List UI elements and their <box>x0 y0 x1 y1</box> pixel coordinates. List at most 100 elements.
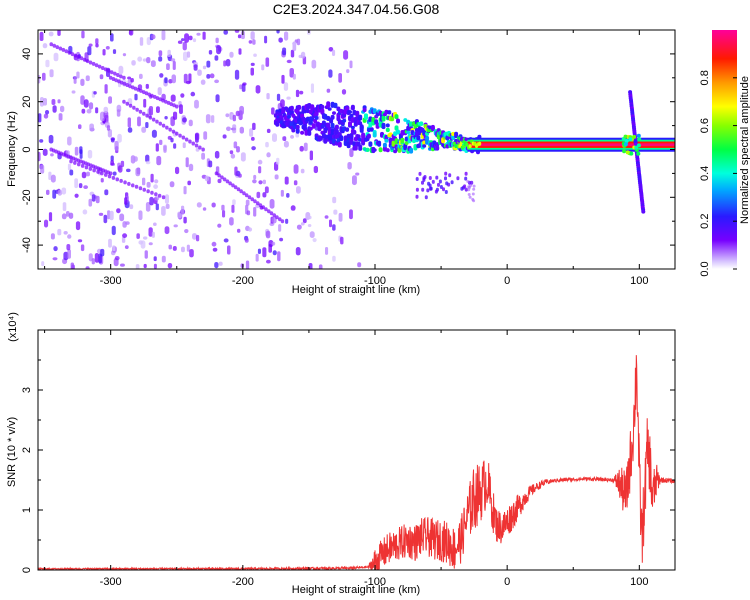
heatmap-cell <box>205 114 211 124</box>
heatmap-cell <box>348 121 352 127</box>
heatmap-cell <box>183 51 188 62</box>
heatmap-cell <box>326 122 331 128</box>
heatmap-cell <box>385 148 390 153</box>
heatmap-cell <box>406 130 411 135</box>
heatmap-cell <box>58 46 63 51</box>
heatmap-cell <box>625 150 630 155</box>
heatmap-cell <box>125 101 129 106</box>
heatmap-cell <box>164 194 169 204</box>
heatmap-cell <box>318 264 323 269</box>
heatmap-cell <box>81 108 86 114</box>
heatmap-cell <box>109 210 114 221</box>
heatmap-cell <box>214 150 220 159</box>
heatmap-cell <box>637 137 642 142</box>
heatmap-cell <box>140 240 146 249</box>
heatmap-cell <box>303 142 308 152</box>
heatmap-cell <box>264 35 268 44</box>
heatmap-cell <box>307 130 312 136</box>
heatmap-cell <box>52 43 56 48</box>
heatmap-cell <box>91 258 95 265</box>
heatmap-cell <box>127 117 131 128</box>
heatmap-cell <box>242 191 246 196</box>
heatmap-cell <box>110 70 114 75</box>
heatmap-cell <box>67 249 71 259</box>
heatmap-cell <box>186 244 190 252</box>
heatmap-cell <box>116 73 120 77</box>
heatmap-cell <box>147 92 151 97</box>
heatmap-cell <box>87 46 92 56</box>
heatmap-cell <box>337 141 342 148</box>
heatmap-cell <box>63 251 69 261</box>
heatmap-cell <box>228 181 232 186</box>
heatmap-cell <box>227 245 231 255</box>
heatmap-cell <box>137 116 141 127</box>
heatmap-cell <box>278 224 282 232</box>
heatmap-cell <box>271 241 276 246</box>
heatmap-cell <box>189 249 194 258</box>
heatmap-cell <box>429 186 433 191</box>
heatmap-cell <box>128 84 132 89</box>
heatmap-cell <box>293 164 299 174</box>
heatmap-cell <box>82 209 88 215</box>
heatmap-cell <box>117 79 121 84</box>
heatmap-cell <box>48 171 52 180</box>
heatmap-cell <box>464 171 468 176</box>
heatmap-cell <box>122 75 126 80</box>
heatmap-cell <box>269 199 275 209</box>
heatmap-cell <box>84 165 89 170</box>
heatmap-cell <box>280 99 285 108</box>
heatmap-cell <box>133 86 138 91</box>
heatmap-cell <box>71 90 76 94</box>
heatmap-cell <box>308 263 313 269</box>
heatmap-cell <box>209 73 215 79</box>
heatmap-cell <box>253 53 257 57</box>
heatmap-cell <box>60 105 65 113</box>
heatmap-cell <box>333 102 338 109</box>
heatmap-cell <box>282 47 287 56</box>
colorbar-label: Normalized spectral amplitude <box>739 76 750 224</box>
heatmap-cell <box>50 233 55 240</box>
heatmap-cell <box>71 264 75 269</box>
heatmap-cell <box>122 81 127 86</box>
heatmap-cell <box>240 152 246 162</box>
heatmap-cell <box>282 136 287 141</box>
heatmap-cell <box>250 67 254 76</box>
heatmap-cell <box>258 180 263 185</box>
heatmap-cell <box>197 69 202 76</box>
heatmap-cell <box>201 152 205 160</box>
heatmap-cell <box>49 42 53 47</box>
heatmap-cell <box>148 227 153 237</box>
heatmap-cell <box>142 90 146 95</box>
heatmap-cell <box>203 131 208 140</box>
heatmap-cell <box>340 236 344 245</box>
heatmap-cell <box>296 224 302 230</box>
heatmap-cell <box>149 196 154 206</box>
heatmap-cell <box>136 87 140 92</box>
heatmap-cell <box>181 135 186 140</box>
heatmap-cell <box>161 255 166 263</box>
heatmap-cell <box>154 192 158 197</box>
y-tick-label: 0 <box>21 567 33 573</box>
heatmap-cell <box>127 76 132 80</box>
heatmap-cell <box>100 248 105 257</box>
heatmap-cell <box>302 218 307 224</box>
heatmap-cell <box>338 212 343 222</box>
heatmap-cell <box>232 124 237 134</box>
heatmap-cell <box>97 64 102 69</box>
heatmap-cell <box>91 61 96 66</box>
heatmap-cell <box>364 113 368 120</box>
heatmap-cell <box>258 166 262 174</box>
heatmap-cell <box>232 114 236 122</box>
heatmap-cell <box>215 94 220 103</box>
heatmap-cell <box>77 162 81 167</box>
heatmap-cell <box>42 148 48 156</box>
heatmap-cell <box>272 213 276 218</box>
heatmap-cell <box>128 103 133 108</box>
heatmap-cell <box>135 107 139 112</box>
heatmap-cell <box>70 52 75 57</box>
heatmap-cell <box>143 98 147 108</box>
heatmap-cell <box>295 89 300 98</box>
heatmap-cell <box>75 221 81 231</box>
heatmap-cell <box>181 205 185 215</box>
heatmap-cell <box>50 153 54 157</box>
